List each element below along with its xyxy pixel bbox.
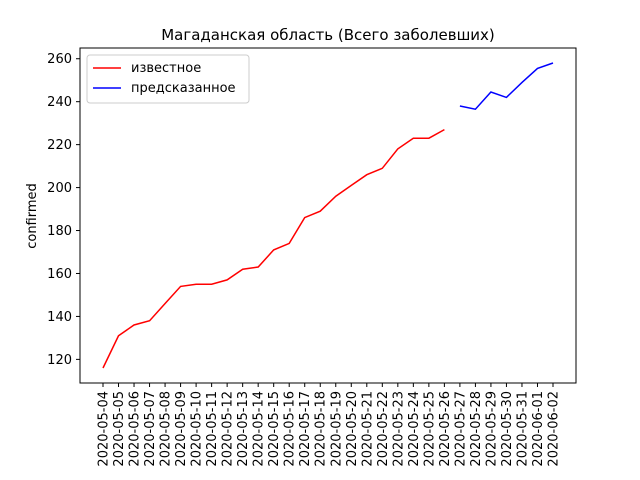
x-tick-label: 2020-05-16 [283,391,298,467]
x-tick-label: 2020-05-04 [97,391,112,467]
x-tick-label: 2020-05-09 [174,391,189,467]
legend-box [86,54,250,104]
x-tick-label: 2020-05-06 [128,391,143,467]
x-tick-label: 2020-05-26 [438,391,453,467]
x-tick-label: 2020-06-02 [547,391,562,467]
x-tick-label: 2020-06-01 [531,391,546,467]
y-tick-label: 200 [47,181,72,196]
y-tick-label: 120 [47,353,72,368]
x-tick-label: 2020-05-15 [267,391,282,467]
legend: известное предсказанное [86,54,250,104]
x-tick-label: 2020-05-05 [112,391,127,467]
legend-label-predicted: предсказанное [131,81,236,96]
series-line-predicted [459,62,554,111]
x-tick-label: 2020-05-27 [453,391,468,467]
x-tick-label: 2020-05-31 [515,391,530,467]
x-tick-label: 2020-05-21 [360,391,375,467]
x-tick-label: 2020-05-07 [143,391,158,467]
x-tick-label: 2020-05-25 [422,391,437,467]
x-tick-label: 2020-05-24 [407,391,422,467]
y-tick-label: 140 [47,310,72,325]
y-axis-label: confirmed [25,183,40,249]
y-tick-label: 240 [47,95,72,110]
x-tick-label: 2020-05-19 [329,391,344,467]
y-tick-label: 220 [47,138,72,153]
x-tick-label: 2020-05-18 [314,391,329,467]
x-tick-label: 2020-05-20 [345,391,360,467]
y-axis: 120 140 160 180 200 220 240 260 [47,52,80,368]
x-tick-label: 2020-05-12 [221,391,236,467]
x-tick-label: 2020-05-13 [236,391,251,467]
y-tick-label: 260 [47,52,72,67]
x-tick-label: 2020-05-10 [190,391,205,467]
x-axis: 2020-05-04 2020-05-05 2020-05-06 2020-05-07… [97,383,562,467]
x-tick-label: 2020-05-11 [205,391,220,467]
x-tick-label: 2020-05-14 [252,391,267,467]
x-tick-label: 2020-05-29 [484,391,499,467]
y-tick-label: 180 [47,224,72,239]
x-tick-label: 2020-05-23 [391,391,406,467]
plot-lines [102,62,554,369]
x-tick-label: 2020-05-17 [298,391,313,467]
chart-title: Магаданская область (Всего заболевших) [161,26,495,44]
x-tick-label: 2020-05-22 [376,391,391,467]
x-tick-label: 2020-05-30 [500,391,515,467]
x-tick-label: 2020-05-28 [469,391,484,467]
plot-frame [79,47,577,384]
x-tick-label: 2020-05-08 [159,391,174,467]
series-line-known [102,128,445,369]
y-tick-label: 160 [47,267,72,282]
legend-label-known: известное [131,61,201,76]
